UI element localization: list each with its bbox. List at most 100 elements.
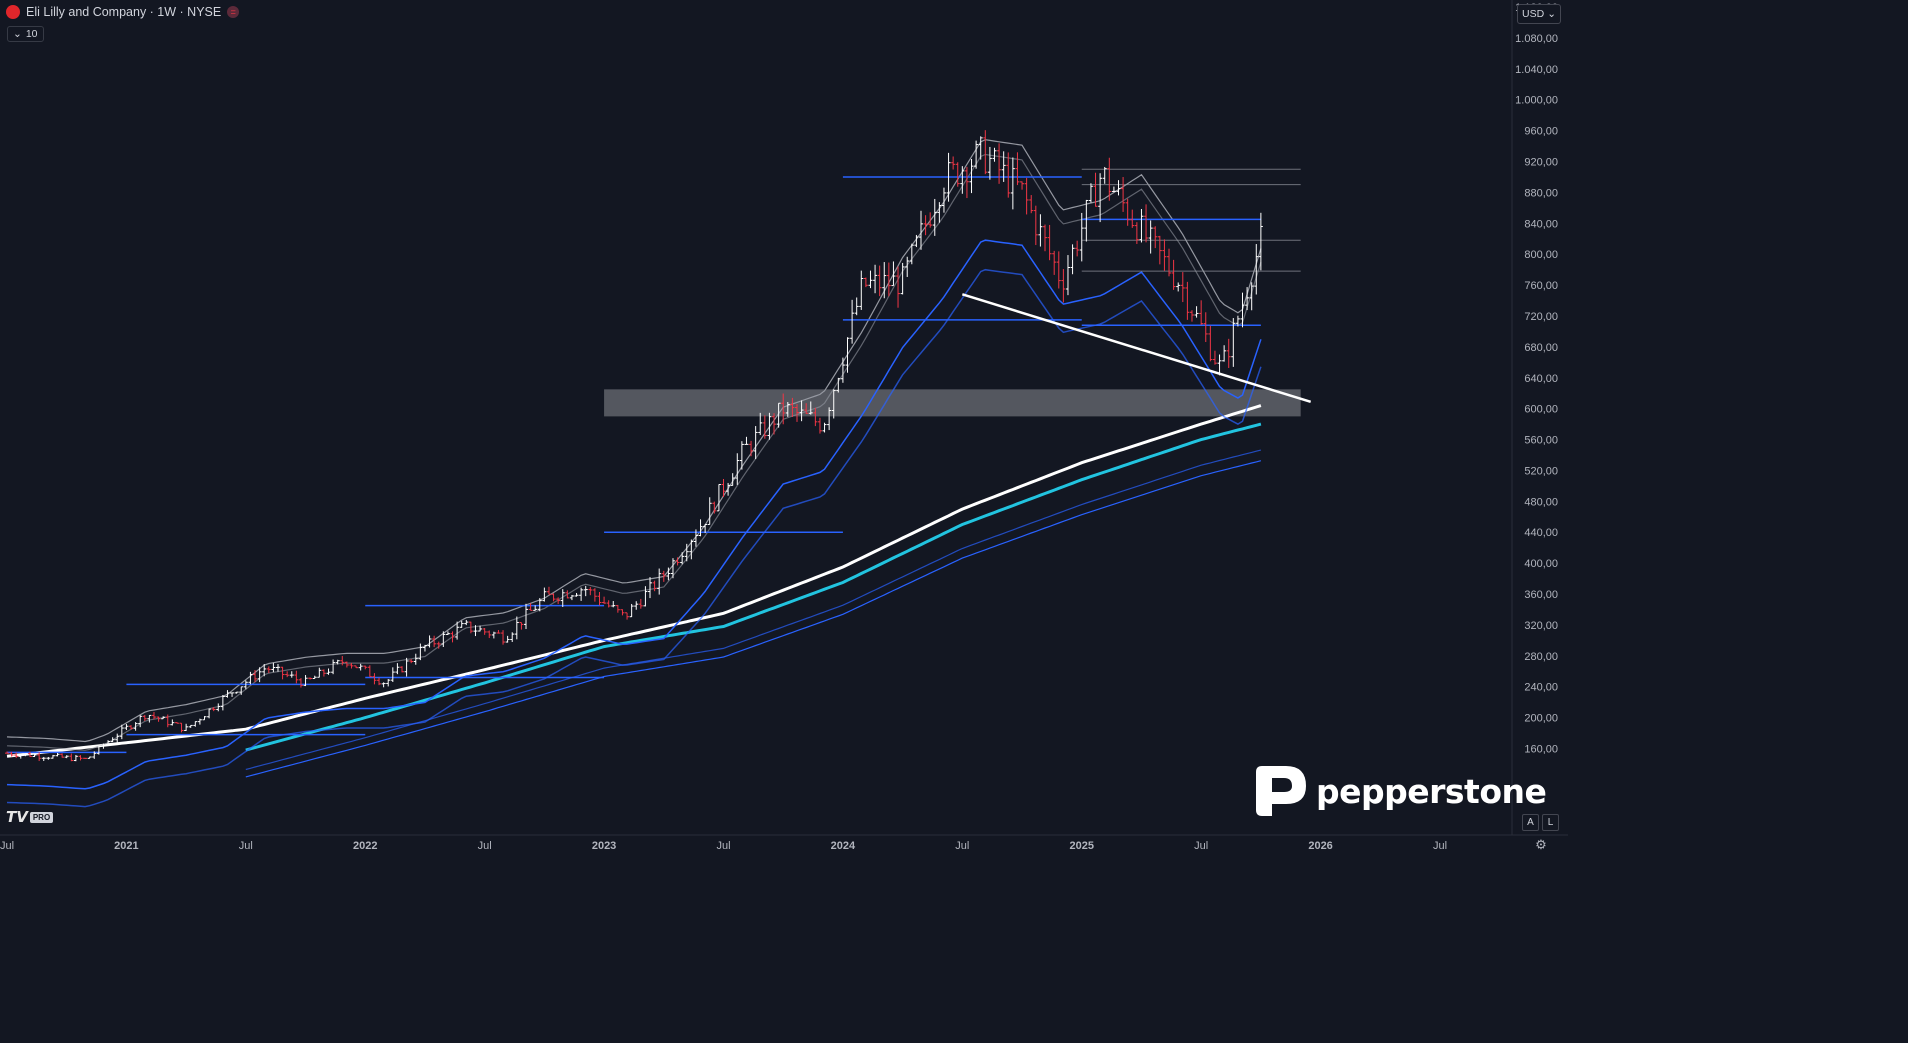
candle: [909, 243, 914, 265]
chart-background: [0, 0, 1568, 857]
auto-scale-button[interactable]: A: [1522, 814, 1539, 831]
candle: [716, 483, 721, 512]
candle: [749, 440, 754, 457]
grey-envelope-upper: [6, 139, 1262, 743]
candle: [556, 597, 561, 604]
blue-envelope-lower: [6, 268, 1262, 808]
candle: [863, 277, 868, 288]
candle: [1107, 157, 1112, 201]
candle: [9, 751, 14, 757]
price-tick-label: 1.040,00: [1515, 64, 1558, 76]
currency-label: USD: [1522, 8, 1545, 20]
candle: [1098, 173, 1103, 223]
candle: [257, 667, 262, 683]
currency-selector[interactable]: USD ⌄: [1517, 4, 1561, 24]
candle: [583, 585, 588, 597]
candle: [275, 664, 280, 672]
candle: [1171, 259, 1176, 290]
tradingview-icon: TV: [6, 808, 28, 826]
candle: [5, 751, 9, 754]
price-chart[interactable]: 1.120,001.080,001.040,001.000,00960,0092…: [0, 0, 1568, 857]
price-tick-label: 1.000,00: [1515, 95, 1558, 107]
candle: [64, 755, 69, 759]
candle: [579, 587, 584, 601]
candle: [1024, 177, 1029, 215]
candle: [1121, 177, 1126, 212]
candle: [900, 262, 905, 295]
support-zone: [604, 389, 1301, 417]
candle: [592, 588, 597, 602]
candle: [850, 299, 855, 344]
candle: [1212, 350, 1217, 365]
candle: [1065, 255, 1070, 296]
candle: [478, 625, 483, 632]
candle: [551, 593, 556, 602]
symbol-title[interactable]: Eli Lilly and Company · 1W · NYSE: [26, 5, 222, 19]
candle: [813, 407, 818, 427]
candle: [615, 604, 620, 613]
candle: [565, 590, 570, 599]
settings-gear-icon[interactable]: ⚙: [1535, 837, 1547, 852]
candle: [914, 234, 919, 248]
candle: [987, 146, 992, 180]
log-scale-button[interactable]: L: [1542, 814, 1559, 831]
candle: [55, 752, 60, 757]
candle: [620, 609, 625, 616]
white-moving-average: [6, 404, 1262, 758]
candle: [1185, 281, 1190, 320]
candle: [758, 412, 763, 435]
price-tick-label: 400,00: [1524, 558, 1558, 570]
time-tick-label: 2024: [831, 840, 856, 852]
candle: [1061, 269, 1066, 303]
pepperstone-watermark: pepperstone: [1250, 766, 1547, 816]
time-tick-label: Jul: [239, 840, 253, 852]
candle: [1006, 152, 1011, 198]
candle: [115, 733, 120, 743]
candle: [413, 653, 418, 665]
candle: [73, 754, 78, 762]
grey-envelope-inner: [6, 153, 1262, 751]
candle: [882, 262, 887, 299]
candle: [60, 753, 65, 758]
candle: [1217, 354, 1222, 376]
candle: [675, 557, 680, 566]
candle: [133, 722, 138, 731]
candle: [588, 587, 593, 596]
time-tick-label: Jul: [1433, 840, 1447, 852]
candle: [560, 589, 565, 607]
time-tick-label: Jul: [478, 840, 492, 852]
candle: [712, 501, 717, 514]
candle: [363, 665, 368, 670]
volume-toggle-button[interactable]: ⌄ 10: [7, 26, 44, 42]
candle: [225, 690, 230, 698]
candle: [767, 412, 772, 440]
candle: [1203, 312, 1208, 343]
time-tick-label: 2023: [592, 840, 616, 852]
price-tick-label: 560,00: [1524, 435, 1558, 447]
price-tick-label: 920,00: [1524, 156, 1558, 168]
candle: [18, 753, 23, 759]
time-tick-label: 2026: [1308, 840, 1332, 852]
candle: [964, 166, 969, 199]
candle: [974, 140, 979, 169]
candle: [1139, 208, 1144, 243]
chevron-down-icon: ⌄: [1547, 8, 1556, 20]
candle: [804, 403, 809, 414]
candle: [312, 675, 317, 679]
candle: [422, 644, 427, 652]
candle: [1088, 183, 1093, 203]
candle: [1033, 205, 1038, 246]
candle: [661, 570, 666, 582]
candle: [285, 671, 290, 678]
equals-badge-icon[interactable]: =: [227, 6, 240, 18]
candles-layer: [5, 130, 1263, 762]
candle: [138, 715, 143, 728]
candle: [1226, 338, 1231, 368]
price-tick-label: 480,00: [1524, 496, 1558, 508]
candle: [721, 479, 726, 497]
candle: [110, 737, 115, 743]
tradingview-logo: TV PRO: [6, 808, 54, 826]
candle: [997, 143, 1002, 184]
candle: [978, 136, 983, 160]
candle: [1235, 315, 1240, 327]
